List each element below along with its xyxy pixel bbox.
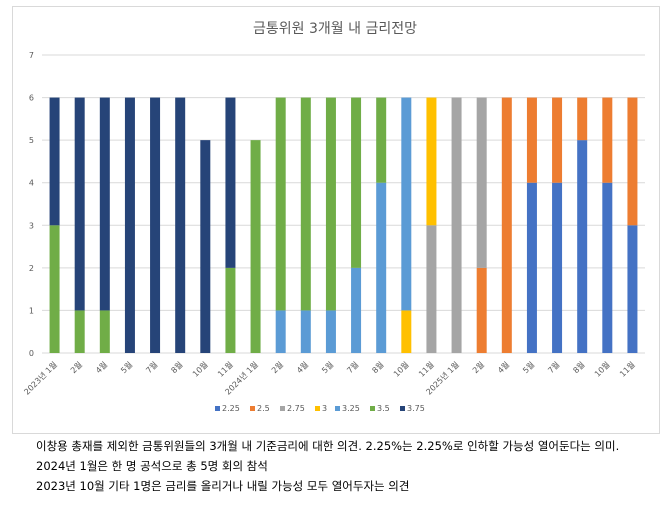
bar-segment-3.5: [275, 97, 286, 311]
bar-segment-3.25: [275, 310, 286, 353]
bar-segment-3.5: [351, 97, 362, 268]
bar-segment-3.75: [49, 97, 60, 226]
legend-swatch-3.5: [370, 406, 375, 411]
bar-segment-2.25: [552, 182, 563, 353]
legend-swatch-2.75: [280, 406, 285, 411]
bar-segment-3.75: [124, 97, 135, 353]
y-tick-label: 1: [29, 306, 34, 315]
bar-segment-3.75: [225, 97, 236, 268]
x-tick-label: 11월: [215, 359, 234, 378]
y-tick-label: 3: [29, 221, 34, 230]
bar-segment-3.5: [250, 140, 261, 353]
chart-container: [12, 6, 660, 434]
x-tick-label: 8월: [169, 359, 185, 375]
x-tick-label: 2월: [269, 359, 285, 375]
bar-segment-3.75: [150, 97, 161, 353]
bar-segment-3: [401, 310, 412, 353]
bar-segment-3.5: [325, 97, 336, 311]
bar-segment-3.5: [376, 97, 387, 183]
bar-segment-2.25: [577, 140, 588, 353]
bar-segment-2.5: [526, 97, 537, 183]
x-tick-label: 4월: [495, 359, 511, 375]
x-tick-label: 11월: [617, 359, 636, 378]
x-tick-label: 8월: [571, 359, 587, 375]
legend-label-3.75: 3.75: [407, 404, 425, 413]
bar-segment-3.5: [99, 310, 110, 353]
bar-segment-3: [426, 97, 437, 226]
legend-swatch-3: [315, 406, 320, 411]
bar-segment-3.5: [300, 97, 311, 311]
bar-segment-3.75: [99, 97, 110, 311]
legend-swatch-3.25: [335, 406, 340, 411]
note-3: 2023년 10월 기타 1명은 금리를 올리거나 내릴 가능성 모두 열어두자…: [36, 479, 410, 493]
bar-segment-3.75: [74, 97, 85, 311]
x-tick-label: 7월: [546, 359, 562, 375]
bar-segment-3.75: [175, 97, 186, 353]
y-tick-label: 4: [29, 179, 34, 188]
y-tick-label: 2: [29, 264, 34, 273]
legend-label-2.25: 2.25: [222, 404, 240, 413]
bar-segment-3.5: [49, 225, 60, 353]
bar-segment-2.5: [602, 97, 613, 183]
bar-segment-2.25: [602, 182, 613, 353]
x-tick-label: 8월: [370, 359, 386, 375]
bar-segment-2.5: [552, 97, 563, 183]
notes: 이창용 총재를 제외한 금통위원들의 3개월 내 기준금리에 대한 의견. 2.…: [36, 436, 619, 496]
x-tick-label: 7월: [144, 359, 160, 375]
legend-label-2.75: 2.75: [287, 404, 305, 413]
bar-segment-2.5: [476, 267, 487, 353]
x-tick-label: 5월: [319, 359, 335, 375]
bar-segment-3.25: [376, 182, 387, 353]
y-tick-label: 6: [29, 94, 34, 103]
y-tick-label: 7: [29, 51, 34, 60]
x-tick-label: 10월: [190, 359, 209, 378]
bar-segment-3.5: [74, 310, 85, 353]
legend-label-3.5: 3.5: [377, 404, 390, 413]
bar-segment-2.75: [476, 97, 487, 268]
y-tick-label: 0: [29, 349, 34, 358]
x-tick-label: 5월: [118, 359, 134, 375]
x-tick-label: 2023년 1월: [22, 359, 59, 396]
bar-segment-2.5: [627, 97, 638, 226]
x-tick-label: 7월: [345, 359, 361, 375]
bar-segment-2.25: [526, 182, 537, 353]
note-2: 2024년 1월은 한 명 공석으로 총 5명 회의 참석: [36, 459, 268, 473]
legend-label-3.25: 3.25: [342, 404, 360, 413]
legend-label-2.5: 2.5: [257, 404, 270, 413]
bar-segment-2.75: [451, 97, 462, 353]
bar-segment-3.25: [325, 310, 336, 353]
bar-segment-3.75: [200, 140, 211, 353]
bar-segment-2.25: [627, 225, 638, 353]
legend-swatch-2.5: [250, 406, 255, 411]
x-tick-label: 2월: [68, 359, 84, 375]
bar-segment-3.5: [225, 267, 236, 353]
bar-segment-3.25: [351, 267, 362, 353]
x-tick-label: 5월: [520, 359, 536, 375]
x-tick-label: 2월: [470, 359, 486, 375]
legend-swatch-2.25: [215, 406, 220, 411]
x-tick-label: 4월: [294, 359, 310, 375]
x-tick-label: 11월: [416, 359, 435, 378]
note-1: 이창용 총재를 제외한 금통위원들의 3개월 내 기준금리에 대한 의견. 2.…: [36, 439, 620, 453]
y-tick-label: 5: [29, 136, 34, 145]
legend-swatch-3.75: [400, 406, 405, 411]
bar-segment-3.25: [300, 310, 311, 353]
x-tick-label: 10월: [592, 359, 611, 378]
x-tick-label: 4월: [93, 359, 109, 375]
bar-segment-3.25: [401, 97, 412, 311]
chart-title: 금통위원 3개월 내 금리전망: [253, 21, 417, 37]
bar-segment-2.75: [426, 225, 437, 353]
legend-label-3: 3: [322, 404, 327, 413]
bar-segment-2.5: [577, 97, 588, 141]
bar-segment-2.5: [501, 97, 512, 353]
x-tick-label: 10월: [391, 359, 410, 378]
